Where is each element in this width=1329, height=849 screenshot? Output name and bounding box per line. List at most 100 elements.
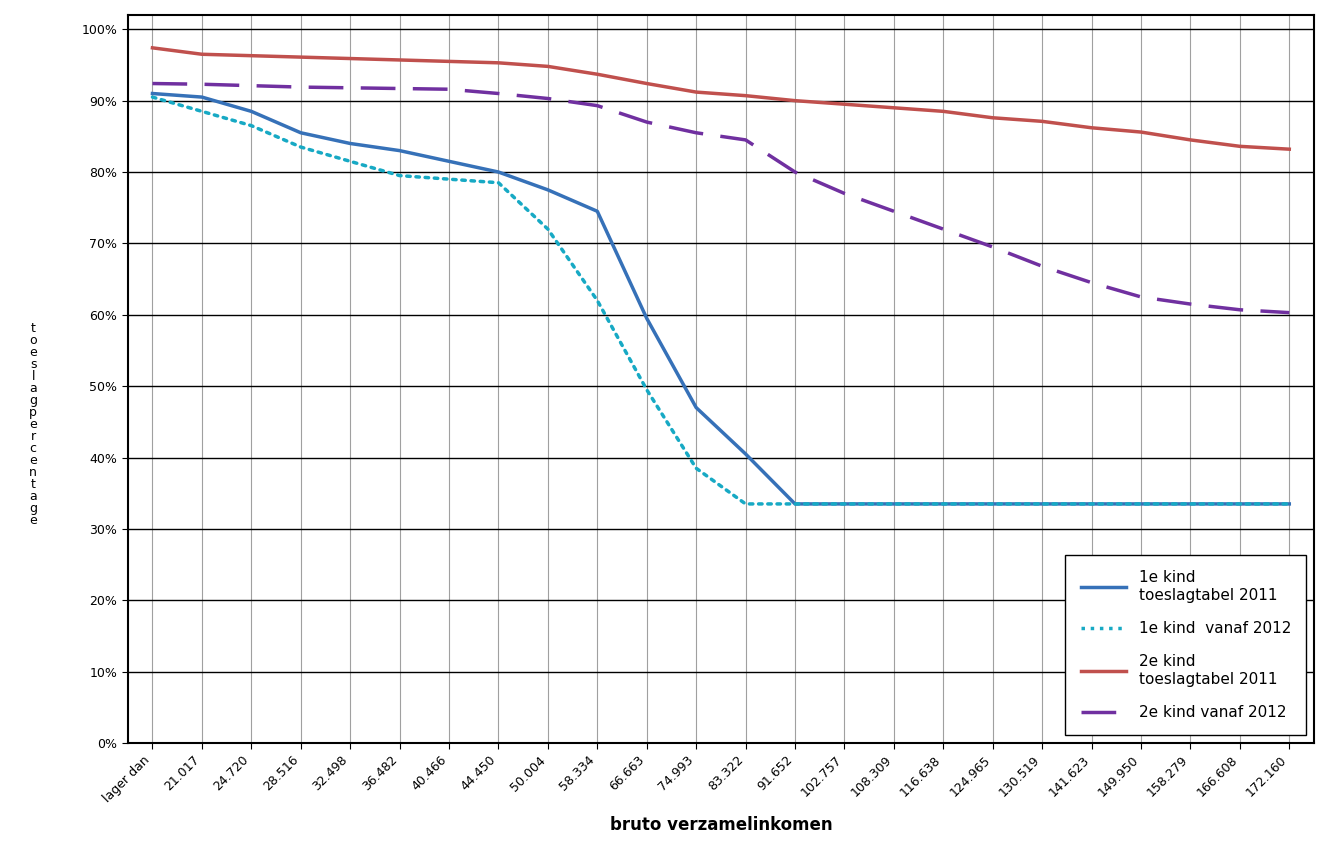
2e kind
toeslagtabel 2011: [243, 51, 259, 61]
1e kind  vanaf 2012: [738, 499, 754, 509]
1e kind  vanaf 2012: [1281, 499, 1297, 509]
2e kind
toeslagtabel 2011: [738, 91, 754, 101]
1e kind
toeslagtabel 2011: [392, 145, 408, 155]
2e kind vanaf 2012: [936, 224, 952, 234]
2e kind vanaf 2012: [1281, 307, 1297, 318]
1e kind  vanaf 2012: [1232, 499, 1248, 509]
1e kind  vanaf 2012: [639, 385, 655, 395]
2e kind
toeslagtabel 2011: [787, 96, 803, 106]
2e kind vanaf 2012: [292, 82, 308, 93]
1e kind
toeslagtabel 2011: [540, 185, 556, 195]
1e kind  vanaf 2012: [985, 499, 1001, 509]
2e kind
toeslagtabel 2011: [540, 61, 556, 71]
2e kind
toeslagtabel 2011: [1183, 135, 1199, 145]
Line: 2e kind vanaf 2012: 2e kind vanaf 2012: [153, 83, 1289, 312]
2e kind vanaf 2012: [1083, 278, 1099, 288]
2e kind
toeslagtabel 2011: [936, 106, 952, 116]
2e kind vanaf 2012: [836, 188, 852, 199]
2e kind
toeslagtabel 2011: [589, 69, 605, 79]
2e kind
toeslagtabel 2011: [1083, 122, 1099, 132]
1e kind  vanaf 2012: [688, 464, 704, 474]
1e kind
toeslagtabel 2011: [688, 402, 704, 413]
2e kind
toeslagtabel 2011: [688, 87, 704, 97]
1e kind
toeslagtabel 2011: [1083, 499, 1099, 509]
1e kind  vanaf 2012: [787, 499, 803, 509]
1e kind  vanaf 2012: [292, 142, 308, 152]
1e kind
toeslagtabel 2011: [1183, 499, 1199, 509]
2e kind
toeslagtabel 2011: [194, 49, 210, 59]
1e kind  vanaf 2012: [1083, 499, 1099, 509]
2e kind vanaf 2012: [145, 78, 161, 88]
1e kind
toeslagtabel 2011: [936, 499, 952, 509]
1e kind
toeslagtabel 2011: [441, 156, 457, 166]
2e kind
toeslagtabel 2011: [490, 58, 506, 68]
Line: 2e kind
toeslagtabel 2011: 2e kind toeslagtabel 2011: [153, 48, 1289, 149]
1e kind  vanaf 2012: [936, 499, 952, 509]
2e kind vanaf 2012: [589, 100, 605, 110]
2e kind vanaf 2012: [540, 93, 556, 104]
2e kind
toeslagtabel 2011: [145, 42, 161, 53]
1e kind
toeslagtabel 2011: [589, 206, 605, 216]
1e kind  vanaf 2012: [540, 224, 556, 234]
2e kind vanaf 2012: [985, 242, 1001, 252]
1e kind
toeslagtabel 2011: [1232, 499, 1248, 509]
2e kind vanaf 2012: [1232, 305, 1248, 315]
1e kind  vanaf 2012: [194, 106, 210, 116]
Text: t
o
e
s
l
a
g
p
e
r
c
e
n
t
a
g
e: t o e s l a g p e r c e n t a g e: [29, 322, 37, 527]
1e kind  vanaf 2012: [392, 171, 408, 181]
2e kind vanaf 2012: [194, 79, 210, 89]
1e kind
toeslagtabel 2011: [886, 499, 902, 509]
2e kind vanaf 2012: [886, 206, 902, 216]
2e kind vanaf 2012: [787, 167, 803, 177]
2e kind vanaf 2012: [243, 81, 259, 91]
1e kind  vanaf 2012: [342, 156, 358, 166]
1e kind  vanaf 2012: [1134, 499, 1150, 509]
1e kind  vanaf 2012: [145, 92, 161, 102]
1e kind
toeslagtabel 2011: [243, 106, 259, 116]
Line: 1e kind
toeslagtabel 2011: 1e kind toeslagtabel 2011: [153, 93, 1289, 504]
2e kind
toeslagtabel 2011: [639, 78, 655, 88]
2e kind
toeslagtabel 2011: [836, 99, 852, 110]
1e kind
toeslagtabel 2011: [1134, 499, 1150, 509]
1e kind  vanaf 2012: [490, 177, 506, 188]
2e kind
toeslagtabel 2011: [292, 52, 308, 62]
2e kind vanaf 2012: [441, 84, 457, 94]
1e kind
toeslagtabel 2011: [639, 313, 655, 323]
2e kind vanaf 2012: [1034, 261, 1050, 272]
2e kind
toeslagtabel 2011: [1232, 141, 1248, 151]
1e kind
toeslagtabel 2011: [342, 138, 358, 149]
2e kind vanaf 2012: [1134, 292, 1150, 302]
1e kind  vanaf 2012: [441, 174, 457, 184]
2e kind
toeslagtabel 2011: [1134, 127, 1150, 138]
2e kind vanaf 2012: [639, 117, 655, 127]
2e kind vanaf 2012: [392, 83, 408, 93]
2e kind
toeslagtabel 2011: [342, 53, 358, 64]
1e kind  vanaf 2012: [589, 295, 605, 306]
2e kind
toeslagtabel 2011: [886, 103, 902, 113]
1e kind
toeslagtabel 2011: [194, 92, 210, 102]
Legend: 1e kind
toeslagtabel 2011, 1e kind  vanaf 2012, 2e kind
toeslagtabel 2011, 2e ki: 1e kind toeslagtabel 2011, 1e kind vanaf…: [1066, 555, 1306, 735]
2e kind
toeslagtabel 2011: [441, 56, 457, 66]
1e kind
toeslagtabel 2011: [292, 127, 308, 138]
2e kind
toeslagtabel 2011: [392, 55, 408, 65]
1e kind
toeslagtabel 2011: [985, 499, 1001, 509]
2e kind vanaf 2012: [342, 82, 358, 93]
2e kind vanaf 2012: [1183, 299, 1199, 309]
2e kind vanaf 2012: [738, 135, 754, 145]
1e kind
toeslagtabel 2011: [836, 499, 852, 509]
1e kind
toeslagtabel 2011: [787, 499, 803, 509]
1e kind
toeslagtabel 2011: [145, 88, 161, 98]
1e kind
toeslagtabel 2011: [490, 167, 506, 177]
1e kind  vanaf 2012: [1183, 499, 1199, 509]
Line: 1e kind  vanaf 2012: 1e kind vanaf 2012: [153, 97, 1289, 504]
2e kind
toeslagtabel 2011: [1281, 144, 1297, 155]
1e kind  vanaf 2012: [243, 121, 259, 131]
2e kind
toeslagtabel 2011: [985, 113, 1001, 123]
X-axis label: bruto verzamelinkomen: bruto verzamelinkomen: [610, 816, 832, 834]
1e kind
toeslagtabel 2011: [1281, 499, 1297, 509]
2e kind
toeslagtabel 2011: [1034, 116, 1050, 127]
2e kind vanaf 2012: [490, 88, 506, 98]
2e kind vanaf 2012: [688, 127, 704, 138]
1e kind  vanaf 2012: [886, 499, 902, 509]
1e kind  vanaf 2012: [836, 499, 852, 509]
